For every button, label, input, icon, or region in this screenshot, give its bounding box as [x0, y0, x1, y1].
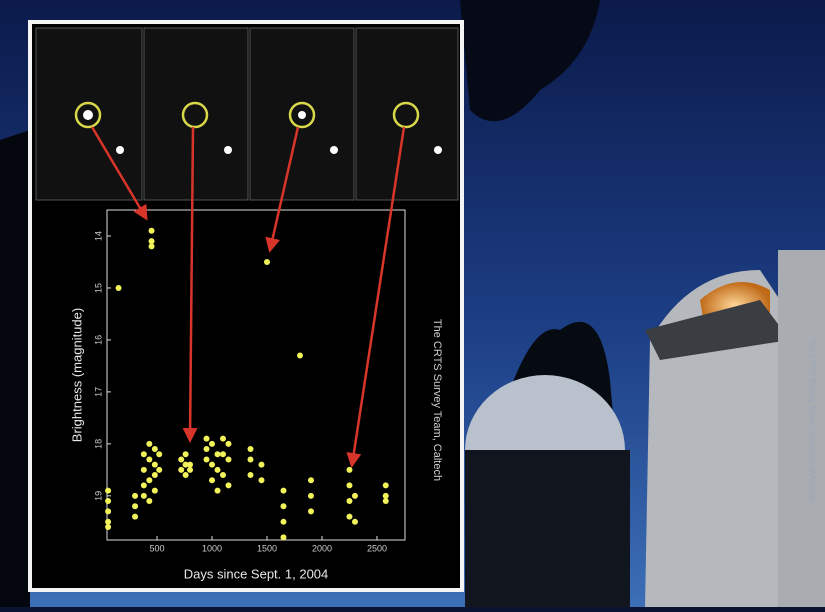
data-point: [141, 482, 147, 488]
star: [434, 146, 442, 154]
data-point: [132, 514, 138, 520]
data-point: [105, 508, 111, 514]
thumbnail: [356, 28, 458, 200]
data-point: [187, 467, 193, 473]
data-point: [226, 482, 232, 488]
data-point: [220, 451, 226, 457]
data-point: [152, 472, 158, 478]
data-point: [187, 462, 193, 468]
star: [83, 110, 93, 120]
data-point: [209, 477, 215, 483]
y-tick-label: 16: [93, 335, 103, 345]
y-axis-label: Brightness (magnitude): [69, 308, 84, 442]
data-point: [204, 436, 210, 442]
data-point: [141, 467, 147, 473]
data-point: [183, 472, 189, 478]
data-point: [105, 524, 111, 530]
data-point: [146, 477, 152, 483]
inset-credit: The CRTS Survey Team, Caltech: [431, 319, 443, 481]
data-point: [156, 451, 162, 457]
data-point: [308, 477, 314, 483]
data-point: [346, 498, 352, 504]
x-tick-label: 2000: [312, 543, 332, 553]
data-point: [105, 488, 111, 494]
y-tick-label: 14: [93, 231, 103, 241]
data-point: [132, 503, 138, 509]
data-point: [220, 472, 226, 478]
data-point: [149, 238, 155, 244]
data-point: [297, 353, 303, 359]
data-point: [132, 493, 138, 499]
x-tick-label: 2500: [367, 543, 387, 553]
data-point: [280, 503, 286, 509]
data-point: [152, 488, 158, 494]
data-point: [209, 441, 215, 447]
y-tick-label: 17: [93, 387, 103, 397]
data-point: [105, 519, 111, 525]
data-point: [226, 441, 232, 447]
data-point: [220, 436, 226, 442]
x-tick-label: 1500: [257, 543, 277, 553]
data-point: [209, 462, 215, 468]
data-point: [105, 498, 111, 504]
data-point: [149, 228, 155, 234]
building: [465, 450, 630, 607]
x-axis-label: Days since Sept. 1, 2004: [184, 566, 329, 581]
x-tick-label: 1000: [202, 543, 222, 553]
data-point: [280, 488, 286, 494]
data-point: [264, 259, 270, 265]
data-point: [146, 456, 152, 462]
data-point: [215, 488, 221, 494]
data-point: [308, 493, 314, 499]
data-point: [280, 519, 286, 525]
data-point: [383, 493, 389, 499]
y-tick-label: 19: [93, 491, 103, 501]
data-point: [156, 467, 162, 473]
star: [330, 146, 338, 154]
data-point: [116, 285, 122, 291]
data-point: [183, 451, 189, 457]
data-point: [258, 462, 264, 468]
star: [116, 146, 124, 154]
data-point: [141, 451, 147, 457]
y-tick-label: 15: [93, 283, 103, 293]
data-point: [258, 477, 264, 483]
data-point: [149, 243, 155, 249]
data-point: [352, 493, 358, 499]
data-point: [346, 482, 352, 488]
data-point: [152, 462, 158, 468]
data-point: [226, 456, 232, 462]
data-point: [352, 519, 358, 525]
photo-composite: Brightness (magnitude) Days since Sept. …: [0, 0, 825, 607]
thumbnails: [36, 28, 458, 200]
data-point: [146, 441, 152, 447]
y-tick-label: 18: [93, 439, 103, 449]
dome-right: [778, 250, 825, 607]
data-point: [215, 451, 221, 457]
data-point: [204, 456, 210, 462]
data-point: [248, 446, 254, 452]
thumbnail: [144, 28, 248, 200]
data-point: [280, 534, 286, 540]
data-point: [308, 508, 314, 514]
photo-credit: The CRTS Survey Team, University of Ariz…: [808, 338, 817, 502]
data-point: [146, 498, 152, 504]
data-point: [346, 467, 352, 473]
data-point: [248, 472, 254, 478]
data-point: [178, 456, 184, 462]
star: [298, 111, 306, 119]
tree-left: [0, 130, 30, 607]
data-point: [346, 514, 352, 520]
data-point: [204, 446, 210, 452]
data-point: [152, 446, 158, 452]
data-point: [215, 467, 221, 473]
data-point: [383, 498, 389, 504]
data-point: [141, 493, 147, 499]
data-point: [248, 456, 254, 462]
data-point: [178, 467, 184, 473]
star: [224, 146, 232, 154]
x-tick-label: 500: [150, 543, 165, 553]
data-point: [383, 482, 389, 488]
